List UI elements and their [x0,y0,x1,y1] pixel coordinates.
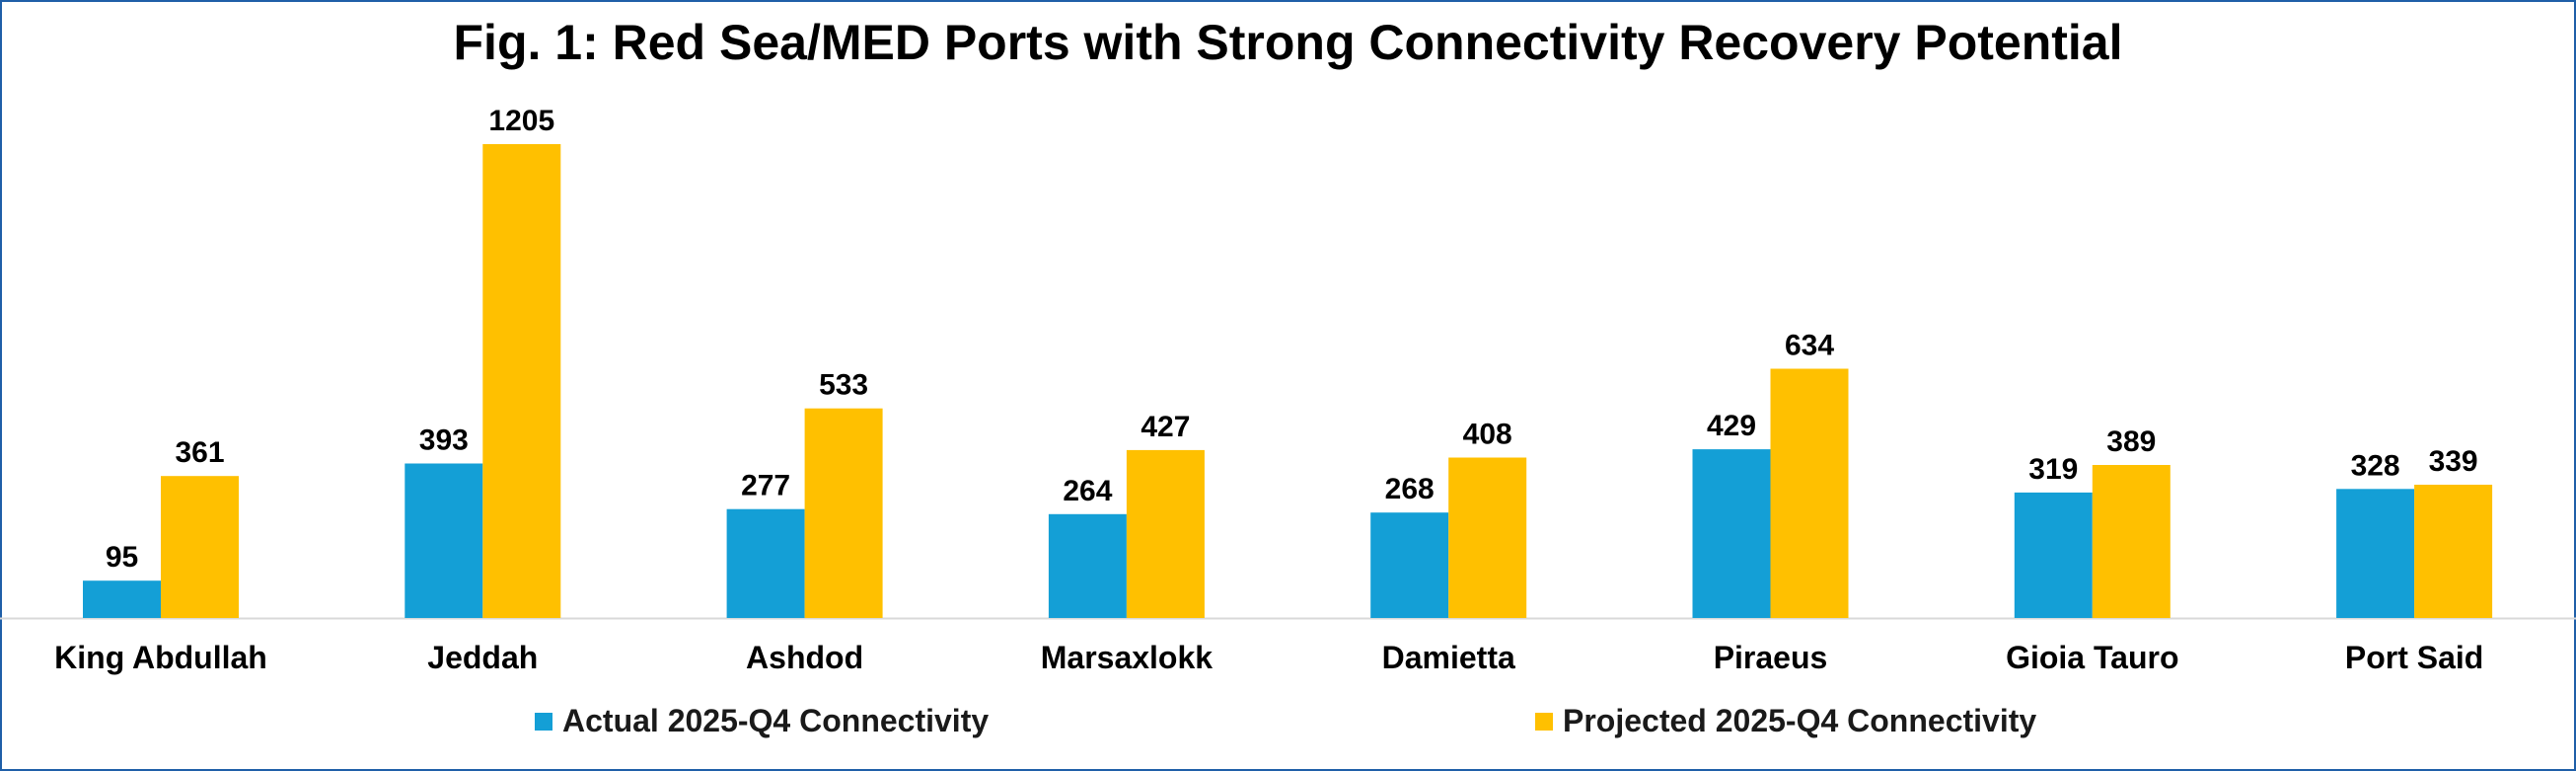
data-label-actual-ashdod: 277 [741,470,790,502]
bar-actual-damietta [1370,512,1449,618]
data-label-actual-jeddah: 393 [419,424,469,457]
bar-projected-marsaxlokk [1126,449,1205,618]
legend-swatch-projected [1535,712,1553,731]
bar-projected-damietta [1448,457,1527,618]
legend-item-projected: Projected 2025-Q4 Connectivity [1535,703,2036,739]
x-tick-label-gioia-tauro: Gioia Tauro [2006,640,2178,675]
data-label-actual-king-abdullah: 95 [106,541,138,574]
bar-actual-king-abdullah [83,580,161,618]
x-tick-label-port-said: Port Said [2345,640,2483,675]
data-label-projected-marsaxlokk: 427 [1141,411,1190,443]
bar-actual-jeddah [405,463,483,618]
data-label-projected-port-said: 339 [2429,445,2478,478]
chart-legend: Actual 2025-Q4 Connectivity Projected 20… [0,703,2576,746]
bar-projected-king-abdullah [161,476,239,618]
data-label-actual-piraeus: 429 [1707,410,1756,442]
bar-projected-piraeus [1770,368,1849,618]
bar-actual-piraeus [1692,449,1771,618]
bar-actual-gioia-tauro [2014,492,2093,618]
data-label-actual-marsaxlokk: 264 [1063,475,1112,507]
data-label-projected-ashdod: 533 [819,369,868,402]
bar-projected-jeddah [482,144,561,618]
x-tick-label-ashdod: Ashdod [746,640,863,675]
legend-label-actual: Actual 2025-Q4 Connectivity [562,703,990,738]
legend-item-actual: Actual 2025-Q4 Connectivity [535,703,989,739]
data-label-projected-gioia-tauro: 389 [2106,425,2156,458]
chart-title: Fig. 1: Red Sea/MED Ports with Strong Co… [453,15,2123,70]
x-tick-label-damietta: Damietta [1382,640,1515,675]
x-tick-label-jeddah: Jeddah [427,640,538,675]
data-label-actual-gioia-tauro: 319 [2028,453,2078,486]
x-tick-label-marsaxlokk: Marsaxlokk [1041,640,1214,675]
legend-swatch-actual [535,712,552,731]
data-label-projected-damietta: 408 [1463,419,1512,451]
x-tick-label-king-abdullah: King Abdullah [54,640,267,675]
bar-actual-ashdod [726,508,805,618]
data-label-actual-damietta: 268 [1385,473,1435,505]
bar-projected-gioia-tauro [2092,465,2171,618]
bar-projected-port-said [2414,485,2493,618]
x-tick-label-piraeus: Piraeus [1714,640,1828,675]
data-label-projected-jeddah: 1205 [488,105,554,137]
legend-label-projected: Projected 2025-Q4 Connectivity [1563,703,2037,738]
data-label-actual-port-said: 328 [2351,449,2400,482]
bar-actual-port-said [2336,489,2415,618]
bar-actual-marsaxlokk [1048,513,1127,618]
data-label-projected-king-abdullah: 361 [175,436,224,469]
data-label-projected-piraeus: 634 [1785,330,1834,362]
bar-projected-ashdod [804,408,883,618]
